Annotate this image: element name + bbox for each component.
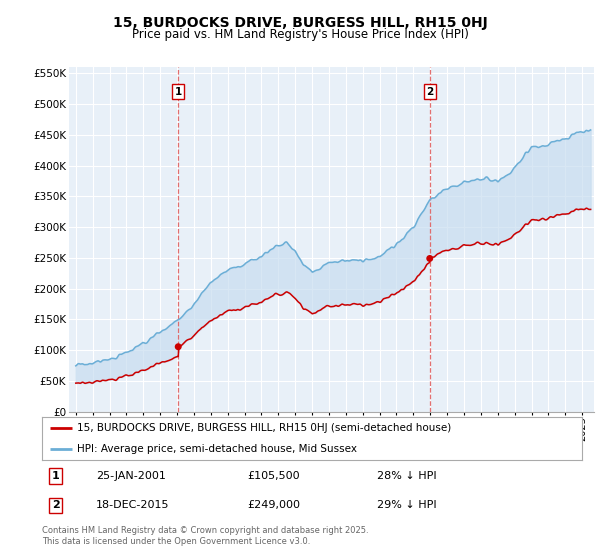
Text: 15, BURDOCKS DRIVE, BURGESS HILL, RH15 0HJ: 15, BURDOCKS DRIVE, BURGESS HILL, RH15 0… <box>113 16 487 30</box>
Text: 29% ↓ HPI: 29% ↓ HPI <box>377 501 436 511</box>
Text: HPI: Average price, semi-detached house, Mid Sussex: HPI: Average price, semi-detached house,… <box>77 444 357 454</box>
Text: Price paid vs. HM Land Registry's House Price Index (HPI): Price paid vs. HM Land Registry's House … <box>131 28 469 41</box>
Text: 2: 2 <box>426 87 433 97</box>
Text: 25-JAN-2001: 25-JAN-2001 <box>96 471 166 481</box>
Text: £105,500: £105,500 <box>247 471 300 481</box>
Text: 1: 1 <box>52 471 59 481</box>
Point <box>173 342 183 351</box>
Text: 15, BURDOCKS DRIVE, BURGESS HILL, RH15 0HJ (semi-detached house): 15, BURDOCKS DRIVE, BURGESS HILL, RH15 0… <box>77 423 451 433</box>
Text: 18-DEC-2015: 18-DEC-2015 <box>96 501 170 511</box>
Text: 28% ↓ HPI: 28% ↓ HPI <box>377 471 436 481</box>
Text: 2: 2 <box>52 501 59 511</box>
Text: Contains HM Land Registry data © Crown copyright and database right 2025.
This d: Contains HM Land Registry data © Crown c… <box>42 526 368 546</box>
Text: £249,000: £249,000 <box>247 501 300 511</box>
Point <box>425 254 434 263</box>
Text: 1: 1 <box>175 87 182 97</box>
